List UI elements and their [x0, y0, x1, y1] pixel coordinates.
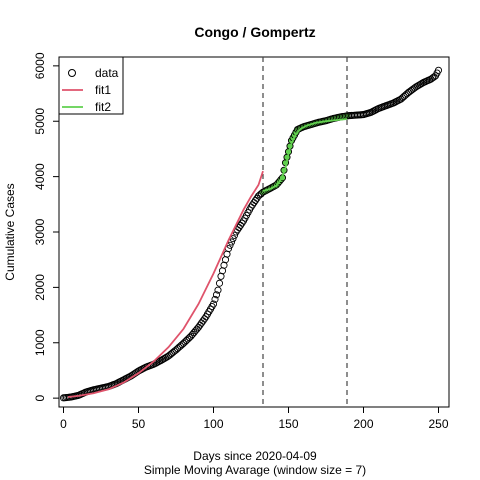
data-points [59, 66, 443, 402]
x-axis-label: Days since 2020-04-09 [193, 449, 317, 463]
y-tick-label: 0 [33, 394, 47, 401]
axes: 0 50 100 150 200 250 0 1000 2000 3000 4000 5000 6000 [33, 52, 449, 431]
y-tick-label: 2000 [33, 274, 47, 301]
data-point [211, 295, 219, 303]
fit1-line [67, 170, 264, 398]
fit-lines [67, 118, 348, 398]
data-point [434, 66, 443, 74]
x-tick-label: 50 [132, 417, 146, 431]
data-point [199, 317, 207, 325]
legend-label: fit2 [95, 100, 111, 114]
data-point [209, 300, 218, 308]
x-tick-label: 250 [428, 417, 448, 431]
legend-marker [68, 69, 76, 77]
legend-box [58, 56, 124, 115]
data-point [212, 291, 221, 299]
y-tick-label: 6000 [33, 52, 47, 79]
legend: data fit1 fit2 [58, 56, 124, 115]
x-tick-label: 0 [60, 417, 67, 431]
y-axis-label: Cumulative Cases [3, 183, 17, 280]
y-tick-label: 4000 [33, 163, 47, 190]
reference-lines [262, 57, 348, 407]
chart-title: Congo / Gompertz [194, 24, 315, 40]
data-point [200, 315, 209, 323]
legend-label: fit1 [95, 83, 111, 97]
y-tick-label: 5000 [33, 108, 47, 135]
data-point [197, 319, 206, 327]
x-tick-label: 100 [203, 417, 223, 431]
x-tick-label: 200 [353, 417, 373, 431]
y-tick-label: 1000 [33, 329, 47, 356]
data-point [214, 286, 222, 294]
x-axis-sublabel: Simple Moving Avarage (window size = 7) [144, 463, 366, 477]
fit2-line [262, 118, 348, 192]
y-tick-label: 3000 [33, 218, 47, 245]
legend-label: data [95, 66, 119, 80]
data-point [215, 279, 224, 287]
x-tick-label: 150 [278, 417, 298, 431]
